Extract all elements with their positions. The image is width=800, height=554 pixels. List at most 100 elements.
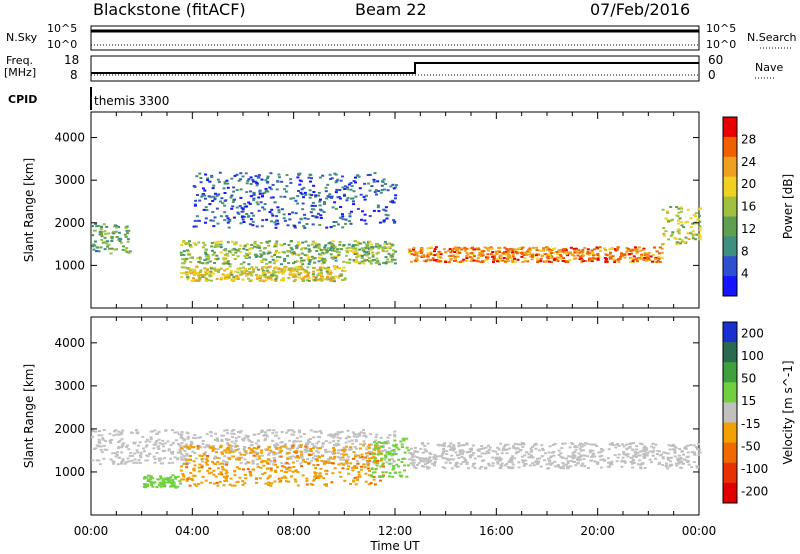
- power-cell: [110, 240, 114, 242]
- velocity-cell: [126, 444, 129, 447]
- velocity-cell: [333, 455, 337, 458]
- velocity-cell: [283, 475, 287, 478]
- velocity-cell: [300, 455, 304, 458]
- power-cell: [437, 250, 441, 253]
- power-colorbar-segment: [723, 236, 737, 257]
- velocity-cell: [228, 483, 232, 486]
- velocity-cell: [103, 448, 107, 451]
- velocity-cell: [374, 439, 378, 442]
- velocity-cell: [568, 446, 572, 449]
- velocity-cell: [132, 441, 136, 444]
- power-cell: [345, 261, 349, 264]
- velocity-cell: [406, 464, 410, 467]
- power-cell: [419, 249, 423, 252]
- power-cell: [283, 195, 287, 198]
- velocity-cell: [365, 454, 369, 457]
- velocity-cell: [586, 467, 590, 469]
- power-cell: [260, 178, 264, 181]
- power-cell: [433, 248, 437, 251]
- power-cell: [266, 177, 270, 180]
- power-cell: [326, 250, 329, 252]
- cpid-text: themis 3300: [94, 94, 170, 108]
- velocity-cell: [261, 473, 265, 476]
- velocity-cell: [562, 464, 566, 467]
- power-cell: [491, 255, 495, 258]
- power-cell: [230, 207, 234, 210]
- velocity-cell: [579, 458, 582, 461]
- velocity-cell: [263, 433, 267, 436]
- power-cell: [239, 251, 243, 253]
- power-cell: [124, 226, 128, 229]
- velocity-cell: [251, 450, 255, 453]
- velocity-cell: [300, 465, 304, 468]
- velocity-cell: [317, 447, 321, 450]
- velocity-cell: [349, 448, 353, 451]
- velocity-cell: [580, 464, 583, 467]
- power-cell: [296, 271, 300, 274]
- velocity-cell: [318, 474, 321, 477]
- power-cell: [297, 253, 301, 256]
- power-cell: [361, 249, 365, 252]
- xtick-label: 00:00: [682, 524, 717, 538]
- power-cell: [307, 176, 311, 179]
- velocity-cell: [631, 442, 635, 445]
- power-cell: [546, 255, 550, 258]
- power-cell: [381, 249, 385, 252]
- velocity-cell: [268, 446, 271, 449]
- velocity-cell: [487, 448, 491, 451]
- velocity-cell: [235, 445, 239, 447]
- velocity-cell: [373, 441, 377, 444]
- power-cell: [201, 274, 205, 276]
- velocity-cell: [155, 451, 159, 454]
- power-cell: [262, 251, 266, 254]
- power-cell: [317, 191, 321, 194]
- power-cell: [227, 262, 231, 265]
- power-cell: [428, 253, 431, 256]
- velocity-cell: [278, 449, 282, 452]
- power-cell: [257, 209, 261, 212]
- power-cell: [287, 268, 291, 270]
- xtick-label: 00:00: [74, 524, 109, 538]
- velocity-cell: [607, 448, 611, 451]
- power-cell: [287, 213, 291, 216]
- power-cell: [227, 226, 231, 229]
- velocity-cell: [292, 440, 296, 443]
- velocity-cell: [534, 447, 538, 450]
- velocity-cell: [187, 462, 191, 464]
- power-cell: [264, 258, 268, 261]
- velocity-cell: [472, 463, 475, 466]
- power-cell: [244, 268, 247, 270]
- power-cell: [657, 255, 661, 258]
- velocity-cell: [680, 460, 684, 463]
- power-cell: [119, 241, 123, 244]
- velocity-cell: [159, 475, 163, 478]
- velocity-cell: [525, 451, 529, 454]
- power-cell: [246, 254, 250, 257]
- power-cell: [242, 215, 246, 218]
- velocity-cell: [571, 451, 575, 454]
- power-cell: [329, 276, 333, 279]
- velocity-cell: [267, 463, 271, 465]
- velocity-cell: [510, 461, 514, 464]
- velocity-cell: [581, 462, 585, 465]
- power-cell: [667, 238, 670, 241]
- power-cell: [579, 251, 583, 254]
- power-cell: [352, 200, 355, 203]
- velocity-cell: [153, 458, 157, 461]
- velocity-cell: [228, 457, 231, 460]
- power-cell: [207, 279, 211, 282]
- velocity-feature: [91, 429, 397, 466]
- power-cell: [282, 279, 285, 282]
- power-cell: [290, 267, 294, 270]
- power-cell: [635, 257, 638, 260]
- velocity-cell: [349, 482, 352, 485]
- velocity-cell: [318, 430, 322, 433]
- velocity-cell: [441, 457, 445, 460]
- power-cell: [281, 277, 285, 280]
- velocity-cell: [445, 458, 449, 460]
- velocity-cell: [235, 466, 239, 469]
- power-cell: [307, 248, 311, 251]
- velocity-cell: [259, 466, 263, 469]
- velocity-cell: [416, 450, 420, 453]
- velocity-cell: [233, 474, 237, 477]
